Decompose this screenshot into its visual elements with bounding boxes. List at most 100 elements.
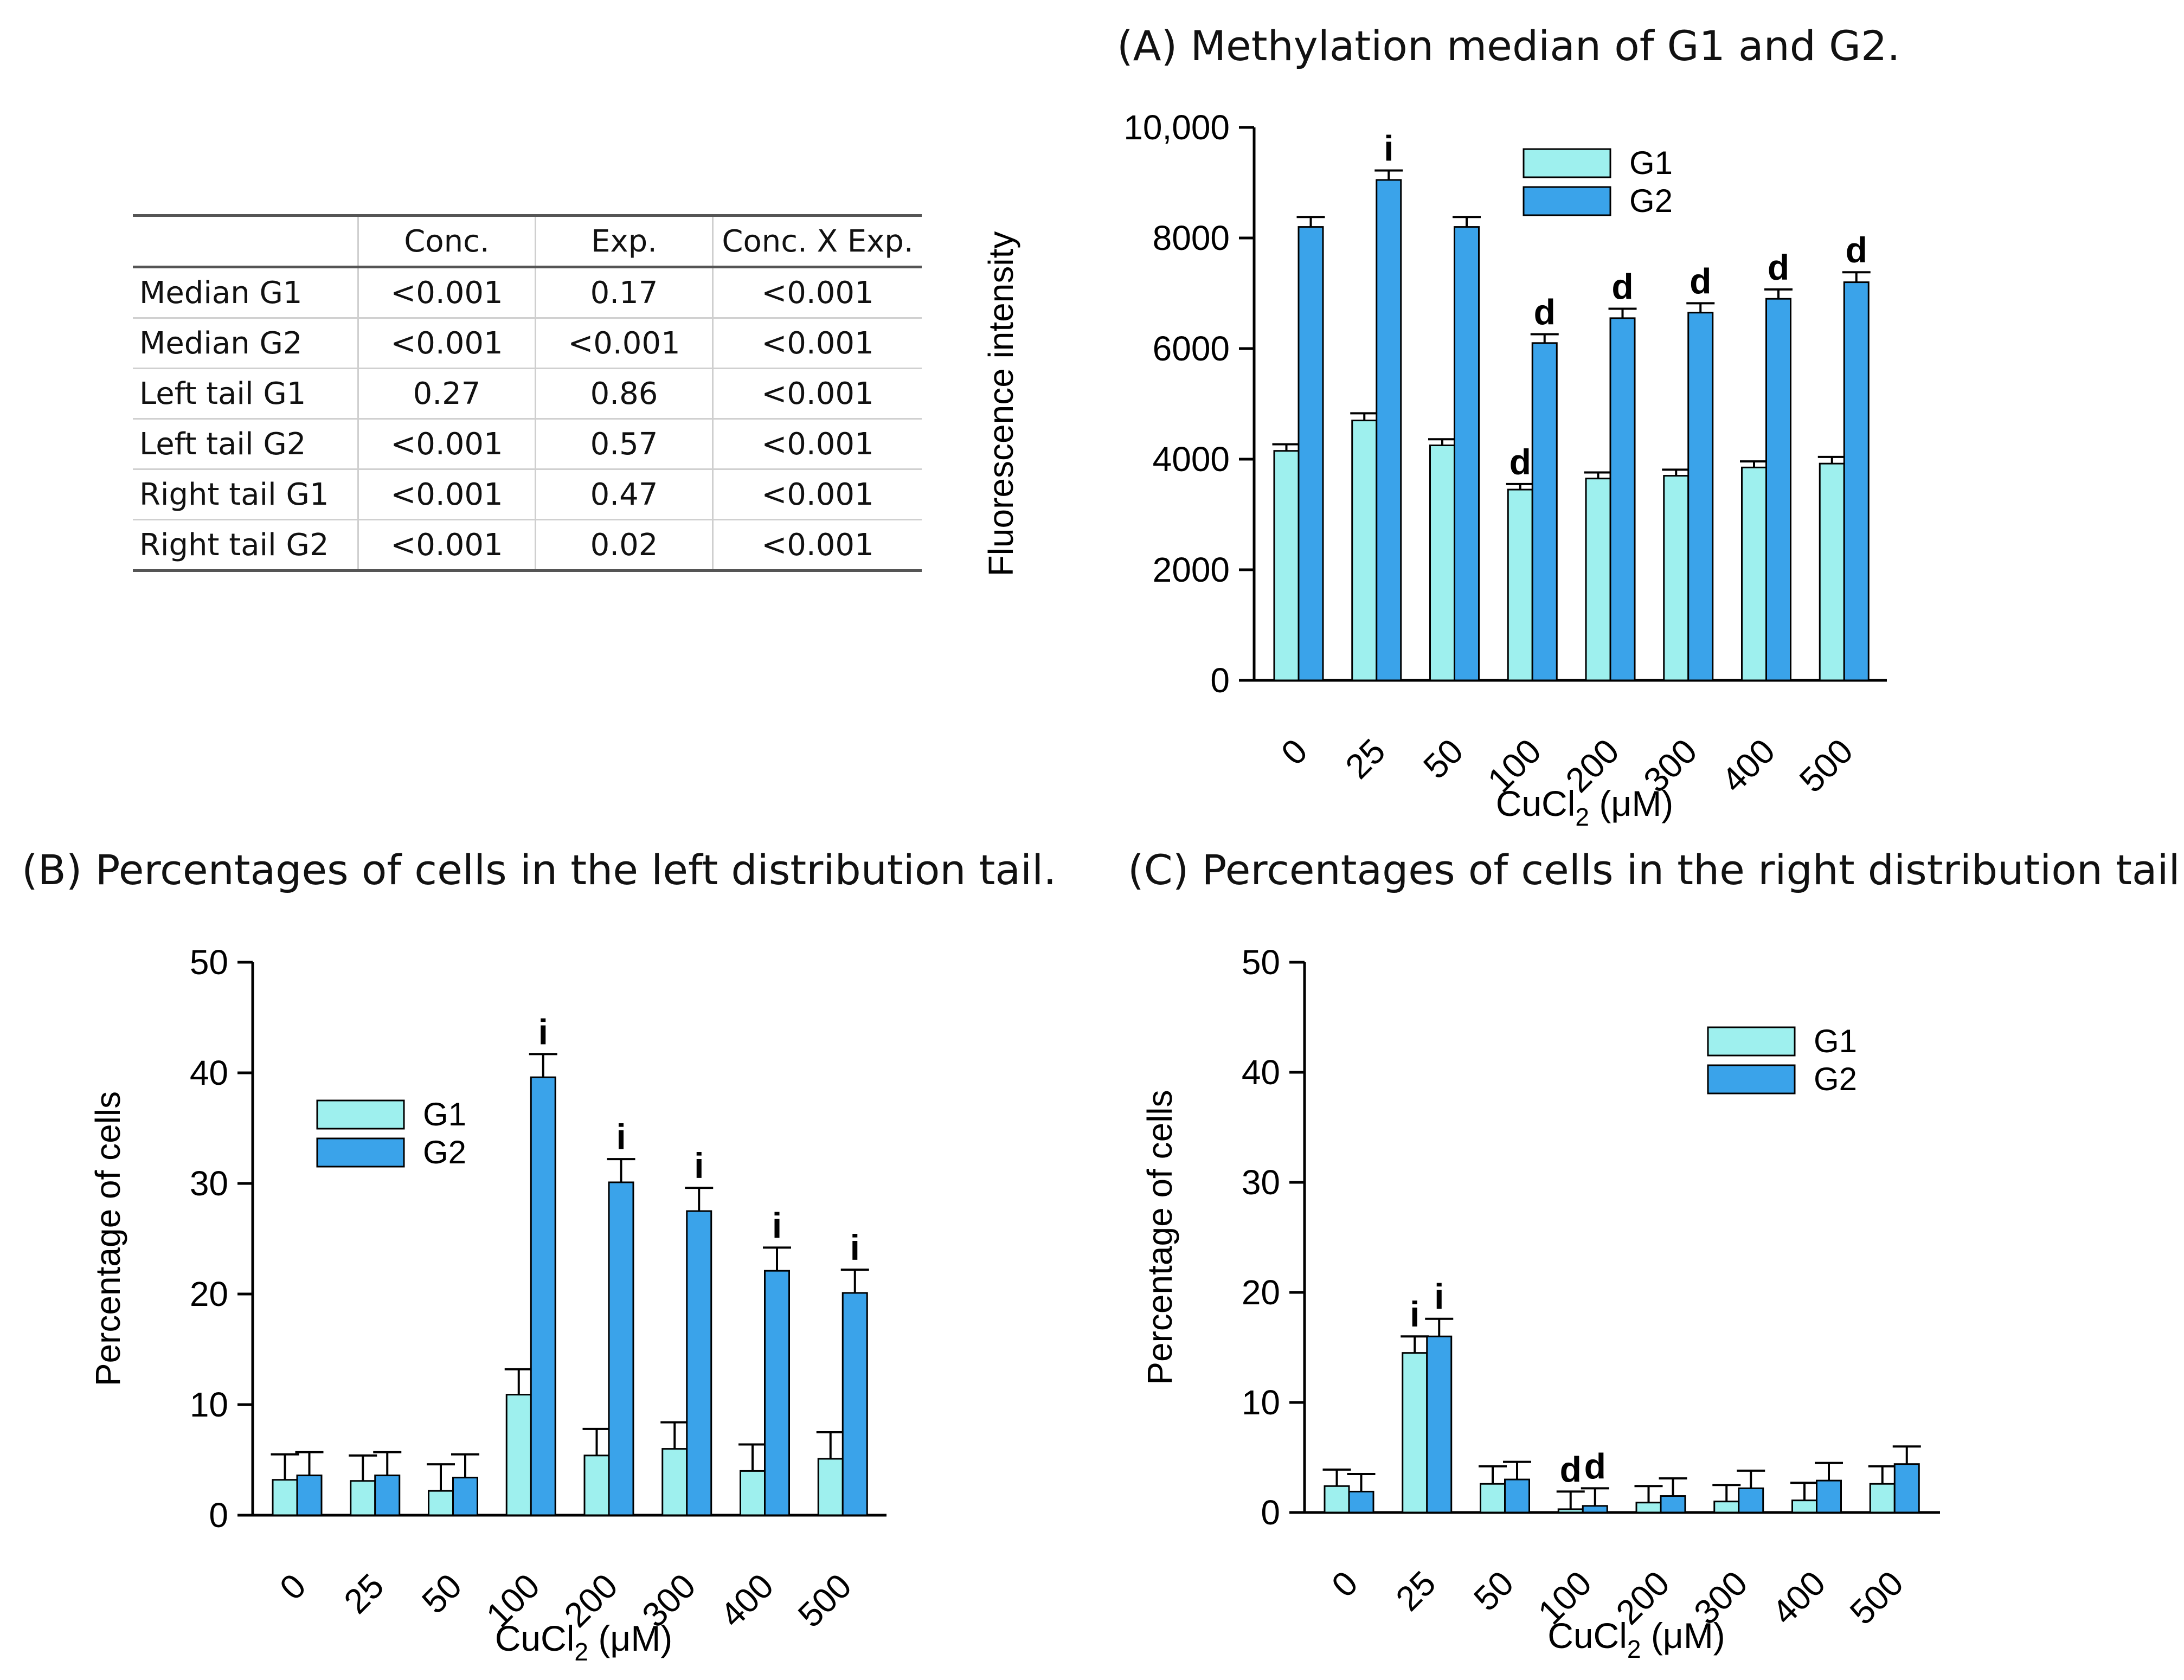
bar-g2-50 <box>1454 226 1480 681</box>
bar-g2-400 <box>1816 1479 1842 1514</box>
bar-g2-50 <box>452 1477 478 1516</box>
y-tick-label: 4000 <box>1153 440 1230 479</box>
x-tick-label-25: 25 <box>336 1566 391 1621</box>
y-axis-label: Percentage of cells <box>1140 1090 1179 1385</box>
row-label: Right tail G2 <box>139 527 329 563</box>
bar-g2-50 <box>1504 1478 1530 1514</box>
y-tick-label: 20 <box>1242 1273 1280 1312</box>
legend-swatch-g1 <box>1707 1026 1796 1057</box>
x-axis-label-subscript: 2 <box>1627 1635 1641 1663</box>
y-tick-label: 6000 <box>1153 329 1230 368</box>
x-tick-label-50: 50 <box>1416 731 1470 786</box>
x-tick-label-0: 0 <box>1274 731 1315 773</box>
y-tick-label: 8000 <box>1153 218 1230 258</box>
bar-g1-0 <box>1273 450 1300 681</box>
y-tick-label: 10 <box>1242 1383 1280 1422</box>
table-cell: <0.001 <box>357 469 536 520</box>
x-tick-label-500: 500 <box>791 1566 859 1634</box>
x-axis-label-main: CuCl <box>495 1618 575 1658</box>
significance-label: d <box>1768 247 1789 287</box>
significance-label: d <box>1534 292 1556 332</box>
row-label: Right tail G1 <box>139 477 329 512</box>
significance-label: i <box>772 1205 782 1245</box>
bar-g1-0 <box>272 1479 298 1516</box>
panel-b-title: (B) Percentages of cells in the left dis… <box>22 846 1057 894</box>
legend-swatch-g1 <box>316 1099 405 1130</box>
bar-g1-50 <box>1480 1483 1506 1514</box>
legend-label-g2: G2 <box>1629 183 1673 219</box>
table-row: Right tail G2 <0.001 0.02 <0.001 <box>133 519 922 571</box>
panel-a-title: (A) Methylation median of G1 and G2. <box>1117 22 1900 70</box>
row-label: Median G2 <box>139 325 303 361</box>
significance-label: i <box>1434 1277 1444 1317</box>
table-cell: 0.02 <box>535 519 713 571</box>
x-axis-label: CuCl2 (μM) <box>1496 783 1674 831</box>
table-cell: <0.001 <box>357 267 536 318</box>
bar-g2-300 <box>1687 312 1714 681</box>
y-tick-label: 2000 <box>1153 550 1230 589</box>
bar-g2-25 <box>1376 179 1402 681</box>
table-cell: <0.001 <box>357 519 536 571</box>
bar-g2-0 <box>296 1475 323 1516</box>
p-value-table: Conc. Exp. Conc. X Exp. Median G1 <0.001… <box>133 214 922 572</box>
bar-g1-500 <box>1819 462 1845 681</box>
x-axis-label-main: CuCl <box>1496 783 1576 823</box>
panel-c-title: (C) Percentages of cells in the right di… <box>1128 846 2184 894</box>
bar-g2-0 <box>1297 226 1324 681</box>
bar-g2-200 <box>608 1181 634 1516</box>
legend-swatch-g1 <box>1523 148 1611 178</box>
significance-label: d <box>1584 1446 1606 1486</box>
y-tick-label: 30 <box>190 1164 228 1203</box>
y-tick-label: 40 <box>1242 1053 1280 1092</box>
significance-label: d <box>1846 230 1867 270</box>
table-cell: <0.001 <box>712 368 922 419</box>
y-tick-label: 50 <box>1242 943 1280 982</box>
x-tick-label-400: 400 <box>712 1566 781 1634</box>
significance-label: i <box>850 1227 860 1267</box>
bar-g1-100 <box>1507 488 1533 681</box>
bar-g2-25 <box>374 1475 401 1516</box>
bar-g1-50 <box>1429 445 1455 681</box>
table-cell: <0.001 <box>712 469 922 520</box>
x-axis-label: CuCl2 (μM) <box>1547 1615 1725 1663</box>
table-row: Right tail G1 <0.001 0.47 <0.001 <box>133 469 922 520</box>
y-tick-label: 0 <box>209 1496 228 1535</box>
significance-label: i <box>1410 1294 1419 1334</box>
table-row: Median G2 <0.001 <0.001 <0.001 <box>133 318 922 369</box>
significance-label: i <box>616 1117 626 1157</box>
bar-g1-200 <box>583 1454 610 1516</box>
x-tick-label-25: 25 <box>1338 731 1392 786</box>
y-tick-label: 20 <box>190 1275 228 1314</box>
x-tick-label-50: 50 <box>1466 1563 1521 1618</box>
legend-label-g1: G1 <box>423 1096 466 1132</box>
row-label: Left tail G1 <box>139 376 306 411</box>
legend-label-g1: G1 <box>1629 145 1673 181</box>
bar-g1-400 <box>1791 1499 1817 1514</box>
bar-g2-300 <box>1738 1487 1764 1514</box>
x-axis-label: CuCl2 (μM) <box>495 1618 673 1666</box>
bar-g2-100 <box>1582 1505 1608 1514</box>
significance-label: i <box>538 1012 548 1052</box>
bar-g1-500 <box>1869 1483 1896 1514</box>
bar-g2-400 <box>764 1270 790 1516</box>
table-cell: 0.86 <box>535 368 713 419</box>
table-header-cell: Conc. X Exp. <box>712 215 922 267</box>
legend-label-g2: G2 <box>423 1134 466 1170</box>
bar-g1-100 <box>1557 1508 1584 1514</box>
table-cell: <0.001 <box>712 519 922 571</box>
significance-label: d <box>1690 261 1711 301</box>
x-axis-label-unit: (μM) <box>1589 783 1673 823</box>
y-tick-label: 0 <box>1261 1493 1280 1532</box>
x-axis-label-main: CuCl <box>1547 1615 1627 1656</box>
bar-g2-300 <box>686 1210 712 1516</box>
bar-g1-400 <box>1741 466 1767 681</box>
y-axis-label: Fluorescence intensity <box>981 231 1020 577</box>
table-row: Left tail G1 0.27 0.86 <0.001 <box>133 368 922 419</box>
table-cell: <0.001 <box>712 419 922 469</box>
x-tick-label-0: 0 <box>1324 1563 1365 1605</box>
table-cell: <0.001 <box>535 318 713 369</box>
x-tick-label-0: 0 <box>272 1566 313 1607</box>
